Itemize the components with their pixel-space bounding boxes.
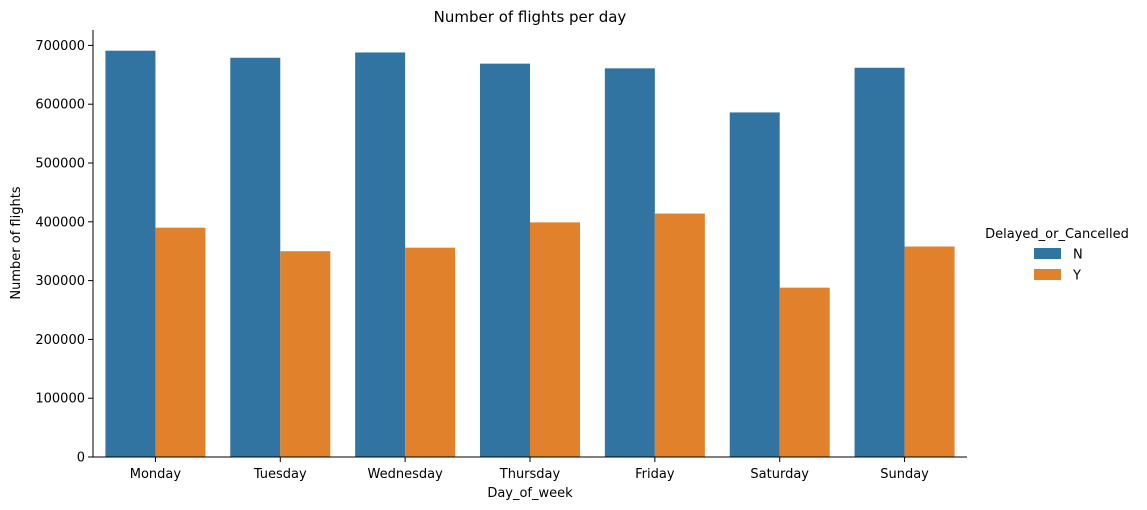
bar-Y-sunday bbox=[904, 246, 955, 457]
y-tick-label: 300000 bbox=[35, 274, 85, 289]
bar-Y-friday bbox=[654, 213, 705, 457]
x-axis-ticks: Monday Tuesday Wednesday Thursday Friday Satu… bbox=[130, 457, 929, 482]
y-tick-label: 100000 bbox=[35, 392, 85, 407]
y-tick-label: 500000 bbox=[35, 157, 85, 172]
bar-Y-thursday bbox=[530, 222, 580, 457]
y-tick-label: 400000 bbox=[35, 215, 85, 230]
bar-Y-wednesday bbox=[405, 247, 456, 457]
bar-Y-monday bbox=[155, 227, 206, 457]
bar-Y-tuesday bbox=[280, 251, 331, 457]
x-tick-label: Monday bbox=[130, 467, 182, 482]
bar-N-friday bbox=[604, 68, 655, 457]
y-tick-label: 600000 bbox=[35, 98, 85, 113]
chart-title: Number of flights per day bbox=[434, 8, 627, 26]
x-axis-label: Day_of_week bbox=[487, 486, 573, 501]
bar-N-thursday bbox=[480, 63, 530, 458]
bar-N-wednesday bbox=[355, 52, 406, 458]
y-axis-ticks: 0 100000 200000 300000 400000 500000 600000 700… bbox=[35, 39, 93, 466]
bar-N-saturday bbox=[729, 112, 780, 457]
bar-N-sunday bbox=[854, 67, 905, 457]
plot-area bbox=[105, 50, 955, 458]
legend-swatch-Y bbox=[1034, 269, 1061, 280]
legend-label-Y: Y bbox=[1072, 269, 1081, 284]
x-tick-label: Thursday bbox=[499, 467, 561, 482]
x-tick-label: Saturday bbox=[750, 467, 809, 482]
y-tick-label: 700000 bbox=[35, 39, 85, 54]
x-tick-label: Friday bbox=[635, 467, 675, 482]
bar-N-tuesday bbox=[230, 57, 281, 458]
legend-label-N: N bbox=[1073, 248, 1083, 263]
y-axis-label: Number of flights bbox=[9, 186, 24, 299]
x-tick-label: Wednesday bbox=[368, 467, 444, 482]
y-tick-label: 200000 bbox=[35, 333, 85, 348]
legend-swatch-N bbox=[1034, 248, 1061, 259]
x-tick-label: Tuesday bbox=[253, 467, 307, 482]
legend: Delayed_or_Cancelled NY bbox=[985, 227, 1129, 284]
y-tick-label: 0 bbox=[77, 451, 85, 466]
legend-title: Delayed_or_Cancelled bbox=[985, 227, 1129, 242]
bar-N-monday bbox=[105, 50, 156, 457]
x-tick-label: Sunday bbox=[880, 467, 929, 482]
bar-Y-saturday bbox=[779, 287, 830, 457]
